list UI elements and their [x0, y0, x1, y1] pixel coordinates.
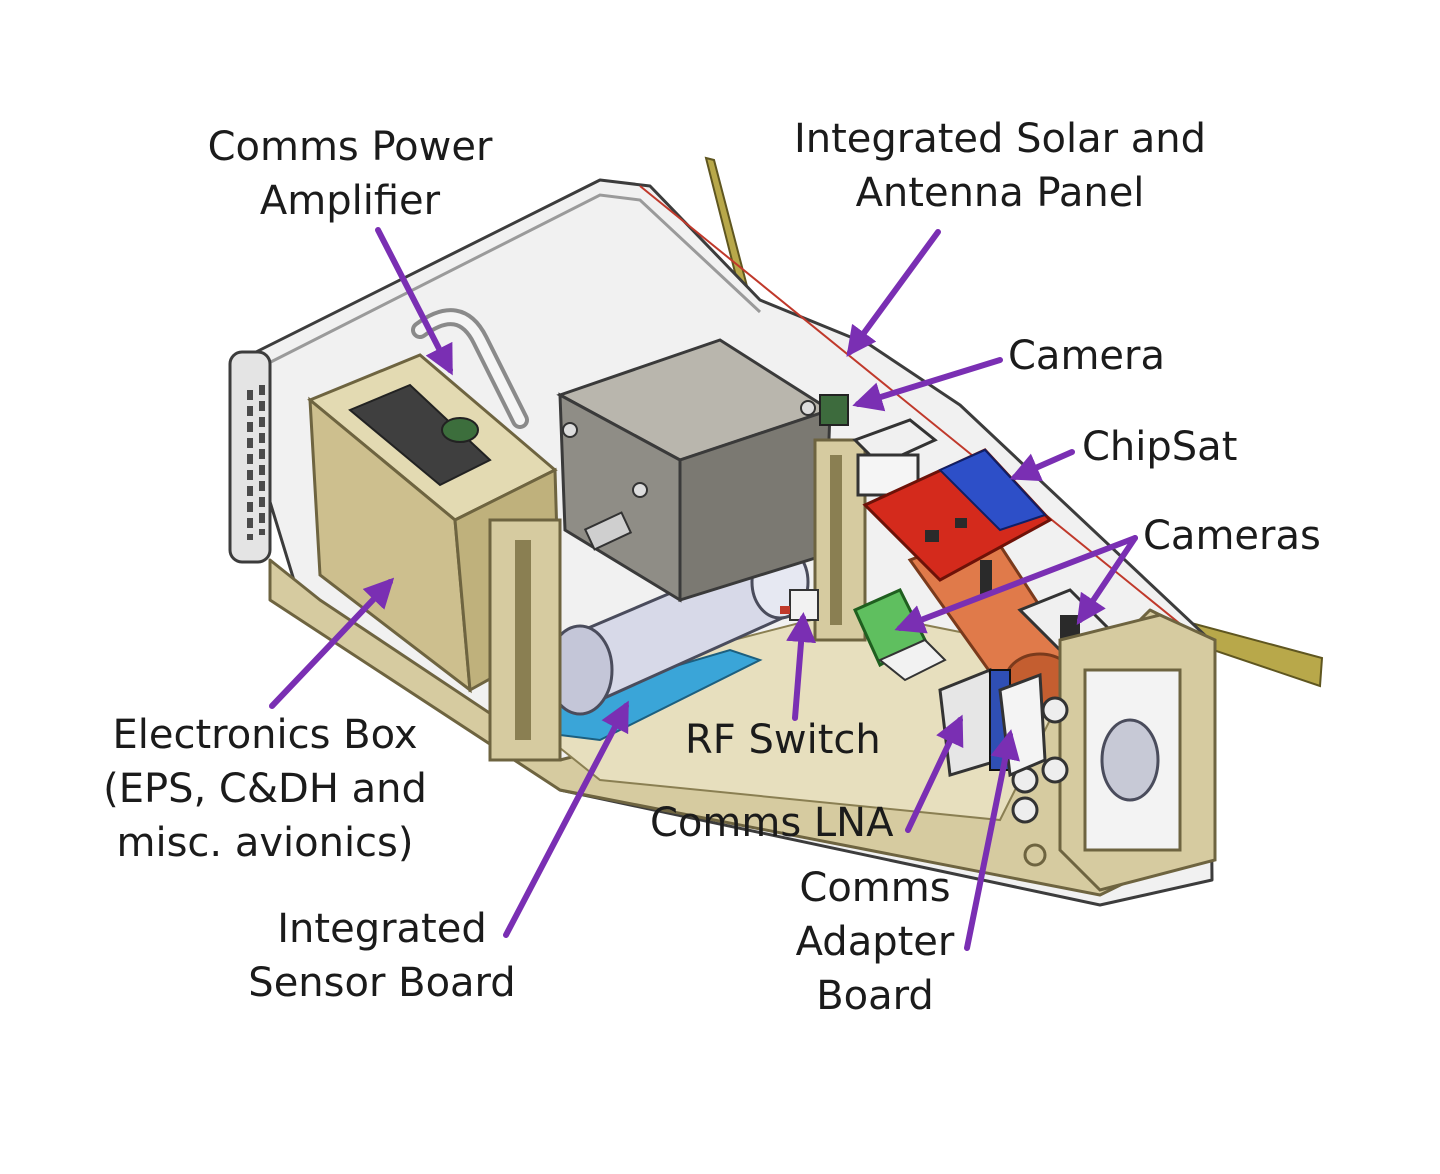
electronics-box-shape: [307, 353, 562, 762]
arrow-comms-adapter-board: [964, 729, 1020, 951]
label-line: Comms LNA: [650, 800, 894, 846]
label-camera: Camera: [1008, 329, 1165, 383]
arrow-integrated-sensor-board: [503, 700, 629, 938]
label-line: Comms Power: [207, 124, 493, 170]
label-rf-switch: RF Switch: [685, 713, 881, 767]
label-line: Electronics Box: [112, 712, 418, 758]
propulsion-box: [556, 338, 834, 603]
label-line: Antenna Panel: [855, 170, 1145, 216]
arrow-cameras-left: [894, 535, 1138, 634]
arrow-comms-lna: [905, 714, 964, 833]
label-comms-power-amplifier: Comms Power Amplifier: [190, 120, 510, 228]
chipsat-pcb: [862, 448, 1053, 596]
label-cameras: Cameras: [1143, 509, 1321, 563]
label-line: RF Switch: [685, 717, 881, 763]
label-line: Camera: [1008, 333, 1165, 379]
arrow-rf-switch: [786, 612, 817, 721]
arrow-camera: [852, 357, 1003, 412]
label-line: (EPS, C&DH and: [103, 766, 427, 812]
label-line: Amplifier: [259, 178, 441, 224]
arrow-cameras-right: [1076, 535, 1138, 625]
label-line: misc. avionics): [116, 820, 414, 866]
label-integrated-sensor-board: Integrated Sensor Board: [232, 902, 532, 1010]
camera-mount-shape: [819, 394, 938, 497]
label-line: Integrated Solar and: [793, 116, 1207, 162]
label-line: Sensor Board: [248, 960, 516, 1006]
label-comms-adapter-board: Comms Adapter Board: [775, 861, 975, 1023]
label-chipsat: ChipSat: [1082, 420, 1237, 474]
label-line: ChipSat: [1082, 424, 1238, 470]
label-line: Adapter: [795, 919, 955, 965]
label-line: Integrated: [277, 906, 487, 952]
label-line: Comms: [799, 865, 951, 911]
label-line: Board: [816, 973, 934, 1019]
label-electronics-box: Electronics Box (EPS, C&DH and misc. avi…: [85, 708, 445, 870]
label-comms-lna: Comms LNA: [650, 796, 893, 850]
arrow-electronics-box: [269, 577, 395, 709]
end-frame-right: [1011, 613, 1217, 892]
arrow-solar-antenna-panel: [846, 229, 941, 357]
arrow-comms-power-amplifier: [375, 227, 453, 376]
arrow-chipsat: [1009, 449, 1075, 482]
label-line: Cameras: [1143, 513, 1321, 559]
label-solar-antenna-panel: Integrated Solar and Antenna Panel: [780, 112, 1220, 220]
